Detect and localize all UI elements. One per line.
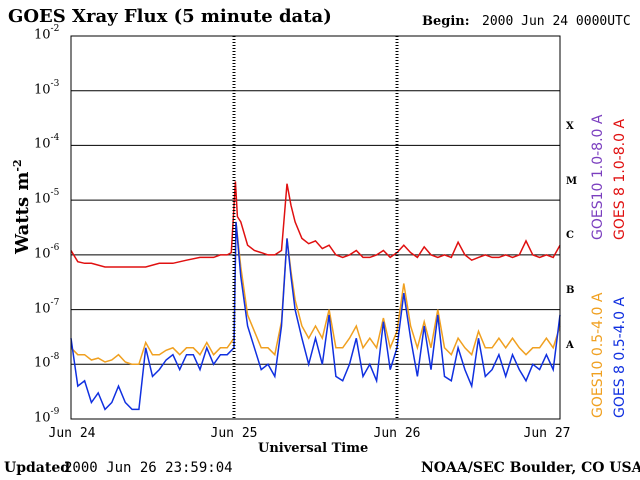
y-axis-label: Watts m-2 (11, 159, 33, 254)
plot-frame (70, 35, 561, 420)
flare-class-label: M (566, 175, 578, 187)
legend-goes8-short: GOES 8 0.5-4.0 A (612, 296, 628, 418)
series-line-2 (70, 221, 561, 366)
legend-goes8-long: GOES 8 1.0-8.0 A (612, 118, 628, 240)
updated-label: Updated (4, 460, 71, 476)
y-tick-label: 10-7 (34, 297, 60, 316)
y-tick-exponent: -4 (50, 133, 60, 144)
x-axis-label: Universal Time (258, 441, 369, 456)
chart-title: GOES Xray Flux (5 minute data) (8, 6, 332, 27)
y-tick-exponent: -6 (50, 242, 60, 253)
y-tick-label: 10-9 (34, 407, 60, 426)
y-tick-base: 10 (34, 300, 51, 316)
begin-date: 2000 Jun 24 0000UTC (482, 14, 631, 29)
credit-text: NOAA/SEC Boulder, CO USA (421, 460, 640, 476)
series-line-3 (70, 221, 561, 411)
y-tick-exponent: -9 (50, 407, 60, 417)
y-tick-label: 10-5 (34, 188, 60, 207)
y-tick-base: 10 (34, 410, 51, 426)
y-tick-base: 10 (34, 82, 51, 98)
y-tick-base: 10 (34, 191, 51, 207)
y-tick-exponent: -7 (50, 297, 60, 308)
series-line-1 (70, 181, 561, 268)
y-tick-base: 10 (34, 355, 51, 371)
y-tick-label: 10-8 (34, 352, 60, 371)
flare-class-label: A (566, 339, 574, 351)
flare-class-label: B (566, 285, 575, 297)
y-tick-base: 10 (34, 136, 51, 152)
legend-goes10-long: GOES10 1.0-8.0 A (590, 114, 606, 240)
y-tick-exponent: -2 (50, 24, 60, 34)
y-tick-exponent: -3 (50, 78, 60, 89)
y-tick-label: 10-2 (34, 24, 60, 43)
updated-timestamp: 2000 Jun 26 23:59:04 (64, 460, 233, 476)
y-tick-label: 10-3 (34, 78, 60, 98)
y-tick-label: 10-6 (34, 242, 60, 262)
y-tick-exponent: -5 (50, 188, 60, 199)
y-tick-label: 10-4 (34, 133, 60, 152)
x-tick-label: Jun 27 (523, 426, 571, 441)
y-tick-base: 10 (34, 27, 51, 43)
begin-label: Begin: (422, 14, 470, 29)
y-tick-exponent: -8 (50, 352, 60, 363)
flare-class-label: C (566, 230, 574, 242)
x-tick-label: Jun 26 (373, 426, 421, 441)
x-tick-label: Jun 24 (48, 426, 96, 441)
flare-class-label: X (566, 120, 574, 132)
y-tick-base: 10 (34, 246, 51, 262)
legend-goes10-short: GOES10 0.5-4.0 A (590, 292, 606, 418)
x-tick-label: Jun 25 (210, 426, 258, 441)
